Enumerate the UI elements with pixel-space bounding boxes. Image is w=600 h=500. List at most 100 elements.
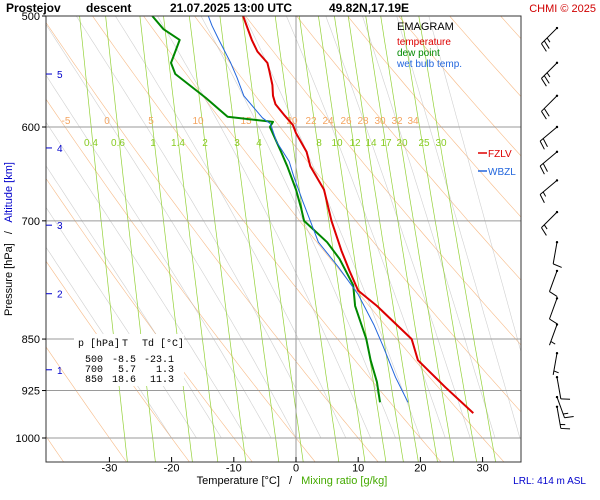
temperature-tick-label: 20 [414,463,426,475]
wind-barb-shaft [539,126,558,142]
mixing-ratio-line [365,16,438,462]
moist-adiabat [46,24,297,439]
temperature-tick-label: 30 [476,463,488,475]
wind-barb-feather [549,318,558,325]
wind-barb-base [555,269,559,273]
mixing-ratio-line [298,16,366,462]
table-row-850-td: 11.3 [150,375,174,386]
sounding-datetime: 21.07.2025 13:00 UTC [170,1,292,15]
mixing-ratio-label: 0.6 [111,138,125,149]
moist-adiabat [428,16,521,353]
wind-barb-feather [542,163,548,172]
mixing-ratio-line [105,16,156,462]
wind-barb-feather [539,140,545,150]
moist-adiabat [157,16,371,439]
moist-adiabat [244,16,421,439]
wind-barb-feather [549,291,558,297]
wind-barb [541,94,559,120]
mixing-ratio-label: 14 [365,138,377,149]
table-row-850-t: 18.6 [112,375,136,386]
moist-adiabat [46,121,247,439]
moist-adiabat [46,165,222,439]
wind-barb-shaft [541,211,558,228]
mixing-ratio-label: 17 [380,138,392,149]
wind-barb-feather [543,108,550,117]
pressure-axis: 500 600 700 850 925 1000 [16,11,46,445]
wind-barb-half-feather [543,224,548,230]
pressure-tick-label: 1000 [16,433,40,445]
wind-barb [539,179,559,203]
wind-barb-half-feather [542,191,547,197]
wind-barb-base [555,405,559,408]
mixing-ratio-line [139,16,193,462]
wbzl-label: WBZL [488,167,516,178]
wind-barb [555,376,571,400]
x-axis-separator: / [289,475,293,487]
temperature-tick-label: 10 [352,463,364,475]
wind-barb-shaft [549,324,558,346]
wind-barb-feather [541,111,547,120]
temperature-tick-label: 0 [293,463,299,475]
moist-adiabat [200,16,396,439]
table-background [74,334,184,386]
wind-barb [541,26,559,52]
mixing-ratio-label: 20 [396,138,408,149]
mixing-ratio-label: 1 [150,138,156,149]
mixing-ratio-line [219,16,280,462]
table-header-td: Td [°C] [142,338,184,350]
copyright: CHMI © 2025 [529,3,596,15]
wind-barb-base [555,376,559,379]
plot-frame [45,15,522,463]
temperature-axis-title: Temperature [°C] [197,475,280,487]
table-header-p: p [hPa] [78,338,120,350]
altitude-axis-title: Altitude [km] [3,162,15,223]
dry-adiabat [46,98,316,462]
mixing-ratio-line [418,16,496,462]
dry-adiabat [46,260,190,462]
dry-adiabat-label: 34 [407,116,419,127]
mixing-ratio-label: 25 [418,138,430,149]
wind-barb-feather [564,416,574,419]
wind-barb-base [555,297,559,300]
dry-adiabat-label: 0 [104,116,110,127]
dry-adiabat-label: 22 [305,116,317,127]
x-axis-title: Temperature [°C] / Mixing ratio [g/kg] [197,475,388,487]
wind-barb-base [555,352,559,355]
dry-adiabat [449,16,521,98]
wind-barb-feather [543,75,550,84]
legend-item-temperature: temperature [397,37,451,48]
wind-barb-feather [542,138,548,147]
lrl-label: LRL: 414 m ASL [513,476,586,487]
pressure-tick-label: 600 [22,122,40,134]
wind-barb-shaft [552,242,558,264]
wind-barb [552,241,562,268]
mixing-ratio-label: 2 [202,138,208,149]
dry-adiabat [398,16,521,157]
mixing-ratio-line [318,16,387,462]
mixing-ratio-line [79,16,128,462]
wind-barb-base [555,395,559,399]
legend: EMAGRAM temperature dew point wet bulb t… [396,21,462,70]
mixing-ratio-label: 0.4 [84,138,98,149]
mixing-ratio-label: 1.4 [171,138,185,149]
table-row-500-td: -23.1 [144,355,174,366]
dewpoint-profile [151,16,381,403]
wind-barb-shaft [539,151,558,167]
wind-barb [549,269,559,297]
pressure-axis-title: Pressure [hPa] [3,243,15,316]
table-row-700-td: 1.3 [156,365,174,376]
wind-barb-base [555,26,559,30]
dry-adiabat [517,0,600,468]
dry-adiabat-label: 28 [357,116,369,127]
wind-barb [555,405,571,430]
wind-barb [549,323,559,346]
mixing-ratio-label: 30 [435,138,447,149]
wind-barb [539,125,559,150]
dry-adiabat-label: 20 [286,116,298,127]
dry-adiabat-label: -5 [62,116,71,127]
mixing-ratio-line [334,16,404,462]
dry-adiabat-label: 15 [240,116,252,127]
wind-barb-base [555,210,559,214]
altitude-tick-label: 5 [57,70,63,81]
dry-adiabat [568,0,600,468]
